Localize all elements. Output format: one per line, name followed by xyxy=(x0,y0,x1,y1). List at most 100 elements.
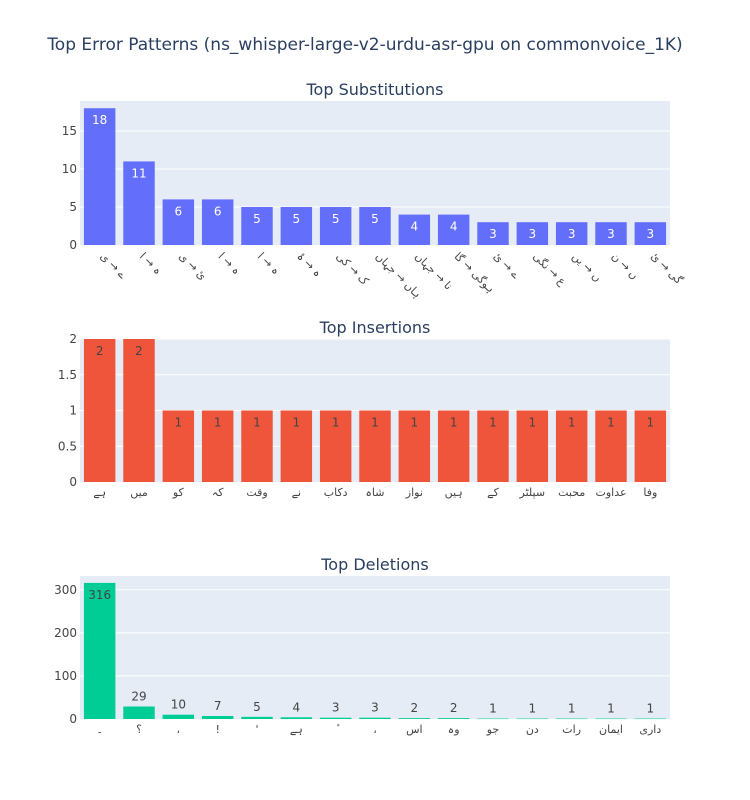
insertions-data-label: 2 xyxy=(96,344,104,358)
substitutions-data-label: 3 xyxy=(647,227,655,241)
deletions-x-tick-label: وہ xyxy=(448,723,460,736)
deletions-bar xyxy=(477,718,509,720)
substitutions-bar xyxy=(437,214,470,245)
deletions-data-label: 10 xyxy=(171,698,186,712)
insertions-bar xyxy=(319,410,352,482)
substitutions-bar xyxy=(319,207,352,245)
substitutions-bar xyxy=(359,207,391,245)
substitutions-bar xyxy=(241,207,273,245)
insertions-bar xyxy=(477,410,509,482)
deletions-x-tick-label: اس xyxy=(406,723,422,736)
substitutions-bar xyxy=(280,207,313,245)
insertions-bar xyxy=(398,410,431,482)
insertions-data-label: 1 xyxy=(214,416,222,430)
insertions-x-tick-label: کے xyxy=(487,486,499,499)
deletions-x-tick-label: دن xyxy=(526,723,539,736)
deletions-data-label: 2 xyxy=(450,701,458,715)
insertions-title: Top Insertions xyxy=(319,318,431,337)
substitutions-data-label: 5 xyxy=(253,212,261,226)
insertions-data-label: 1 xyxy=(293,416,301,430)
substitutions-data-label: 5 xyxy=(371,212,379,226)
insertions-data-label: 1 xyxy=(175,416,183,430)
substitutions-panel: 0 5 10 15 18 ے → ی 11 ہ → ا 6 ئ → ی 6 ہ → ا 5 ہ → ا 5 ہ… xyxy=(62,80,686,301)
substitutions-x-tick-label: ہ → ۂ xyxy=(294,250,324,280)
deletions-plot-area xyxy=(80,576,670,719)
substitutions-data-label: 4 xyxy=(411,220,419,234)
substitutions-x-tick-label: ے → ئ xyxy=(491,250,523,282)
deletions-data-label: 3 xyxy=(332,701,340,715)
deletions-data-label: 316 xyxy=(88,588,111,602)
insertions-bar xyxy=(437,410,470,482)
substitutions-x-tick-label: ہ → ا xyxy=(137,250,164,277)
substitutions-x-tick-label: ہ → ا xyxy=(255,250,282,277)
insertions-x-tick-label: ہے xyxy=(93,486,106,499)
deletions-data-label: 3 xyxy=(371,701,379,715)
insertions-data-label: 1 xyxy=(411,416,419,430)
deletions-x-tick-label: ٔ xyxy=(337,724,340,727)
substitutions-data-label: 3 xyxy=(607,227,615,241)
substitutions-bar xyxy=(516,222,549,245)
insertions-bar xyxy=(280,410,313,482)
substitutions-x-tick-label: گی → ئ xyxy=(648,250,685,287)
deletions-data-label: 1 xyxy=(647,702,655,716)
deletions-bar xyxy=(201,715,234,719)
deletions-bar xyxy=(123,706,155,719)
insertions-y-tick-label: 2 xyxy=(69,332,77,346)
deletions-y-tick-label: 0 xyxy=(69,712,77,726)
substitutions-data-label: 11 xyxy=(131,166,146,180)
substitutions-x-tick-label: ں → یں xyxy=(570,250,604,284)
substitutions-bar xyxy=(83,108,116,245)
insertions-bar xyxy=(359,410,391,482)
insertions-panel: 0 0.5 1 1.5 2 2 ہے 2 میں 1 کو 1 کہ 1 وقت 1 نے 1 دکاب 1 شاہ 1 ن… xyxy=(58,318,670,499)
deletions-x-tick-label: ہے xyxy=(290,723,303,736)
deletions-x-tick-label: جو xyxy=(486,723,499,736)
figure-title: Top Error Patterns (ns_whisper-large-v2-… xyxy=(46,35,682,55)
deletions-x-tick-label: رات xyxy=(562,723,581,736)
insertions-bar xyxy=(634,410,667,482)
substitutions-data-label: 4 xyxy=(450,220,458,234)
deletions-bar xyxy=(555,718,588,720)
deletions-x-tick-label: ! xyxy=(215,723,219,736)
deletions-bar xyxy=(83,582,116,719)
insertions-y-tick-label: 0 xyxy=(69,475,77,489)
insertions-data-label: 1 xyxy=(489,416,497,430)
substitutions-data-label: 3 xyxy=(489,227,497,241)
deletions-bar xyxy=(280,717,313,719)
substitutions-bar xyxy=(595,222,627,245)
insertions-data-label: 1 xyxy=(647,416,655,430)
substitutions-y-tick-label: 5 xyxy=(69,200,77,214)
deletions-bar xyxy=(595,718,627,720)
insertions-x-tick-label: نے xyxy=(292,486,302,499)
substitutions-bar xyxy=(555,222,588,245)
deletions-x-tick-label: ۔ xyxy=(96,723,102,736)
substitutions-x-tick-label: ع → نگی xyxy=(530,250,569,289)
deletions-data-label: 1 xyxy=(568,702,576,716)
substitutions-y-tick-label: 10 xyxy=(62,162,77,176)
substitutions-x-tick-label: ک → کی xyxy=(334,250,372,288)
substitutions-data-label: 5 xyxy=(332,212,340,226)
insertions-bar xyxy=(201,410,234,482)
deletions-x-tick-label: داری xyxy=(639,723,661,736)
deletions-data-label: 4 xyxy=(293,700,301,714)
insertions-data-label: 1 xyxy=(607,416,615,430)
substitutions-title: Top Substitutions xyxy=(306,80,444,99)
deletions-title: Top Deletions xyxy=(320,555,429,574)
substitutions-y-tick-label: 15 xyxy=(62,124,77,138)
substitutions-data-label: 18 xyxy=(92,113,107,127)
deletions-data-label: 29 xyxy=(131,690,146,704)
insertions-bar xyxy=(595,410,627,482)
substitutions-x-tick-label: ہ → ا xyxy=(216,250,243,277)
deletions-data-label: 1 xyxy=(489,702,497,716)
substitutions-bar xyxy=(477,222,509,245)
deletions-y-tick-label: 100 xyxy=(54,669,77,683)
deletions-bar xyxy=(162,714,195,719)
insertions-x-tick-label: وقت xyxy=(246,486,267,499)
substitutions-bar xyxy=(398,214,431,245)
insertions-y-tick-label: 1 xyxy=(69,404,77,418)
insertions-y-tick-label: 1.5 xyxy=(58,368,77,382)
insertions-data-label: 1 xyxy=(450,416,458,430)
deletions-bar xyxy=(359,717,391,719)
insertions-data-label: 1 xyxy=(568,416,576,430)
insertions-bar xyxy=(241,410,273,482)
